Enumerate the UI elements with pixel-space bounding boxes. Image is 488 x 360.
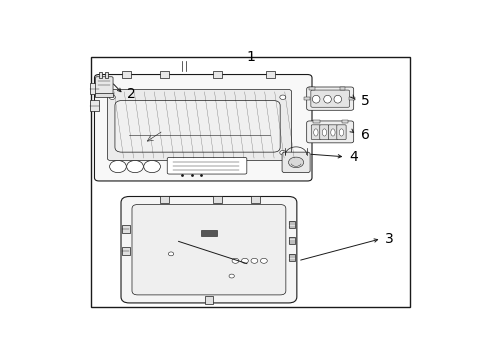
Circle shape xyxy=(279,150,285,155)
Bar xyxy=(212,197,222,203)
Circle shape xyxy=(241,258,248,263)
Bar xyxy=(159,71,169,78)
Text: 3: 3 xyxy=(385,231,393,246)
Bar xyxy=(99,72,102,78)
Bar xyxy=(307,99,314,108)
Ellipse shape xyxy=(333,95,341,103)
Circle shape xyxy=(228,274,234,278)
Bar xyxy=(122,225,130,233)
FancyBboxPatch shape xyxy=(107,90,291,161)
Circle shape xyxy=(250,258,257,263)
Bar xyxy=(341,120,347,123)
Ellipse shape xyxy=(330,129,334,136)
Bar xyxy=(288,237,295,244)
Bar xyxy=(339,87,345,90)
Ellipse shape xyxy=(339,129,343,136)
Ellipse shape xyxy=(322,129,326,136)
FancyBboxPatch shape xyxy=(132,204,285,295)
Bar xyxy=(250,197,260,203)
Bar xyxy=(200,230,217,236)
Bar xyxy=(95,93,113,97)
FancyBboxPatch shape xyxy=(306,87,353,110)
Bar xyxy=(104,72,108,78)
Bar xyxy=(122,71,131,78)
Bar xyxy=(348,97,354,100)
Ellipse shape xyxy=(312,95,319,103)
Bar xyxy=(89,100,99,111)
Circle shape xyxy=(109,95,115,99)
FancyBboxPatch shape xyxy=(310,90,349,107)
FancyBboxPatch shape xyxy=(319,125,328,140)
Circle shape xyxy=(279,95,285,99)
Bar xyxy=(312,120,319,123)
FancyBboxPatch shape xyxy=(121,197,296,303)
Bar xyxy=(205,296,212,304)
FancyBboxPatch shape xyxy=(96,77,113,94)
Circle shape xyxy=(232,258,238,263)
Ellipse shape xyxy=(323,95,331,103)
Bar xyxy=(288,221,295,228)
Bar xyxy=(265,71,275,78)
Text: 1: 1 xyxy=(245,50,255,64)
FancyBboxPatch shape xyxy=(282,152,309,173)
FancyBboxPatch shape xyxy=(327,125,337,140)
Bar xyxy=(304,97,309,100)
FancyBboxPatch shape xyxy=(94,75,311,181)
Bar xyxy=(159,197,169,203)
FancyBboxPatch shape xyxy=(167,157,246,174)
FancyBboxPatch shape xyxy=(311,125,320,140)
FancyBboxPatch shape xyxy=(306,121,353,143)
Text: 4: 4 xyxy=(348,150,357,164)
Text: 2: 2 xyxy=(127,87,136,102)
Bar xyxy=(122,247,130,255)
Ellipse shape xyxy=(288,157,303,168)
Bar xyxy=(309,87,314,90)
Text: 5: 5 xyxy=(360,94,368,108)
Circle shape xyxy=(126,161,143,173)
Circle shape xyxy=(260,258,267,263)
Bar xyxy=(288,254,295,261)
Text: 6: 6 xyxy=(360,128,368,142)
Circle shape xyxy=(109,161,126,173)
Circle shape xyxy=(143,161,160,173)
Circle shape xyxy=(168,252,173,256)
FancyBboxPatch shape xyxy=(336,125,346,140)
Bar xyxy=(212,71,222,78)
FancyBboxPatch shape xyxy=(115,100,280,152)
Bar xyxy=(89,84,99,94)
Bar xyxy=(91,57,409,307)
Ellipse shape xyxy=(313,129,317,136)
